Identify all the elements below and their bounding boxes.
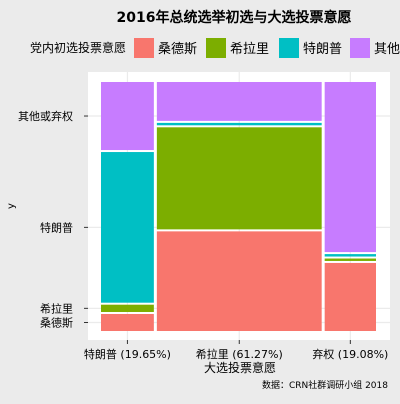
y-tick-label: 希拉里 — [40, 301, 73, 315]
legend-swatch — [279, 38, 299, 58]
mosaic-tile — [156, 231, 322, 331]
mosaic-tile — [324, 82, 376, 253]
mosaic-tile — [101, 313, 154, 331]
legend-items: 桑德斯 希拉里 特朗普 其他 — [134, 38, 400, 58]
mosaic-tile — [324, 262, 376, 331]
y-axis-title: y — [6, 203, 17, 209]
y-tick-label: 其他或弃权 — [18, 109, 73, 123]
legend-label: 桑德斯 — [158, 42, 197, 57]
legend-item: 特朗普 — [279, 38, 342, 58]
mosaic-tiles — [101, 82, 376, 331]
y-tick-label: 桑德斯 — [40, 315, 73, 329]
y-tick-label: 特朗普 — [40, 220, 73, 234]
mosaic-tile — [156, 82, 322, 121]
legend-label: 希拉里 — [230, 42, 269, 57]
legend-label: 其他 — [374, 42, 400, 57]
x-tick-label: 弃权 (19.08%) — [312, 347, 388, 361]
mosaic-tile — [324, 258, 376, 261]
mosaic-tile — [101, 152, 154, 303]
legend-item: 其他 — [350, 38, 400, 58]
mosaic-tile — [156, 122, 322, 126]
legend-item: 希拉里 — [206, 38, 269, 58]
legend-swatch — [206, 38, 226, 58]
mosaic-tile — [156, 127, 322, 230]
legend-swatch — [350, 38, 370, 58]
mosaic-tile — [101, 304, 154, 312]
x-axis-title: 大选投票意愿 — [204, 360, 276, 375]
legend-item: 桑德斯 — [134, 38, 197, 58]
x-axis: 特朗普 (19.65%) 希拉里 (61.27%) 弃权 (19.08%) — [84, 340, 388, 361]
mosaic-tile — [101, 82, 154, 151]
x-tick-label: 希拉里 (61.27%) — [196, 347, 283, 361]
legend-title: 党内初选投票意愿 — [30, 40, 126, 55]
chart-title: 2016年总统选举初选与大选投票意愿 — [117, 9, 352, 26]
legend-label: 特朗普 — [303, 42, 342, 57]
mosaic-tile — [324, 254, 376, 257]
x-tick-label: 特朗普 (19.65%) — [84, 347, 171, 361]
legend-swatch — [134, 38, 154, 58]
legend: 党内初选投票意愿 桑德斯 希拉里 特朗普 其他 — [30, 38, 400, 58]
caption: 数据：CRN社群调研小组 2018 — [262, 379, 388, 391]
